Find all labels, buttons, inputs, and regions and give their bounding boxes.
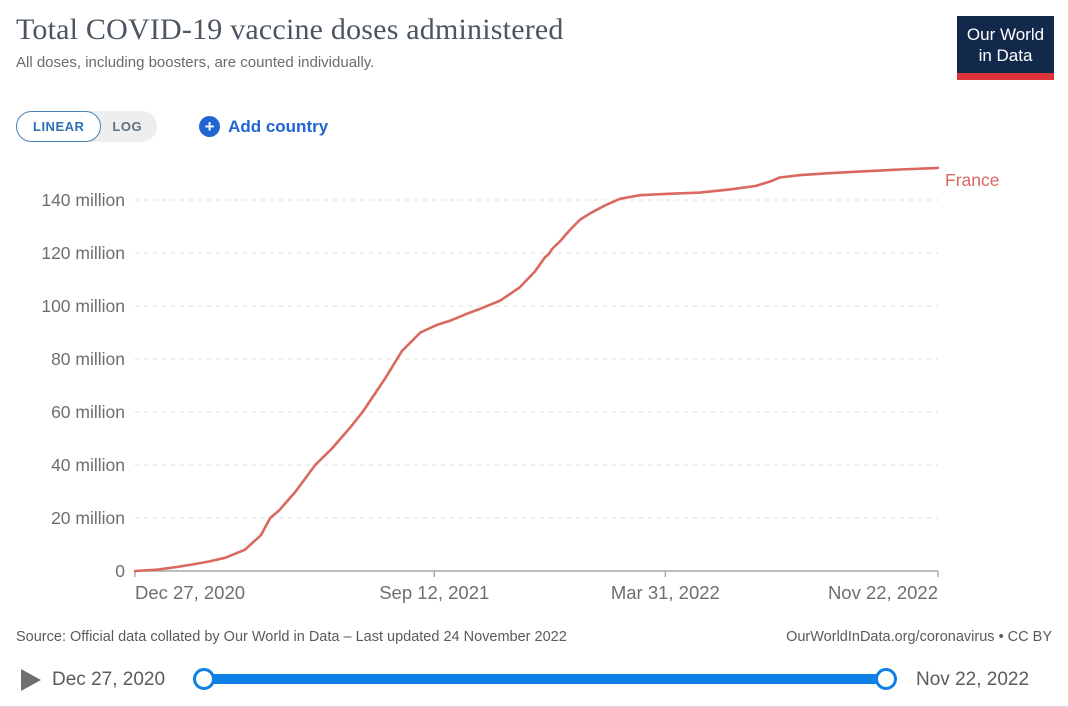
chart-subtitle: All doses, including boosters, are count… bbox=[16, 54, 375, 71]
timeline-end-date: Nov 22, 2022 bbox=[916, 669, 1030, 690]
page-title: Total COVID-19 vaccine doses administere… bbox=[16, 13, 564, 46]
series-end-label: France bbox=[945, 170, 999, 190]
timeline-start-handle[interactable] bbox=[193, 668, 215, 690]
y-axis-tick-label: 0 bbox=[115, 561, 125, 581]
line-series bbox=[133, 166, 940, 573]
timeline-end-handle[interactable] bbox=[875, 668, 897, 690]
play-icon bbox=[21, 669, 41, 691]
x-axis-tick-label: Mar 31, 2022 bbox=[611, 582, 720, 603]
add-country-label: Add country bbox=[228, 116, 329, 136]
chart-footer: Source: Official data collated by Our Wo… bbox=[16, 629, 1052, 645]
log-scale-button[interactable]: LOG bbox=[101, 111, 157, 142]
chart-controls: LINEAR LOG + Add country bbox=[16, 111, 334, 142]
timeline-slider-track[interactable] bbox=[204, 674, 886, 684]
add-country-button[interactable]: + Add country bbox=[193, 115, 334, 138]
y-axis-tick-label: 100 million bbox=[41, 296, 125, 316]
timeline-control: Dec 27, 2020 Nov 22, 2022 bbox=[0, 662, 1068, 702]
y-axis-tick-label: 80 million bbox=[51, 349, 125, 369]
chart-titles: Total COVID-19 vaccine doses administere… bbox=[16, 12, 916, 71]
y-axis-tick-label: 120 million bbox=[41, 243, 125, 263]
x-axis-tick-label: Nov 22, 2022 bbox=[828, 582, 938, 603]
y-axis-tick-label: 140 million bbox=[41, 190, 125, 210]
line-chart-canvas[interactable]: 0 20 million 40 million 60 million 80 millio… bbox=[0, 160, 1068, 622]
owid-logo-line1: Our World bbox=[966, 25, 1045, 44]
scale-toggle: LINEAR LOG bbox=[16, 111, 158, 142]
y-axis-tick-label: 20 million bbox=[51, 508, 125, 528]
x-axis-tick-label: Sep 12, 2021 bbox=[379, 582, 489, 603]
plus-circle-icon: + bbox=[199, 116, 221, 137]
linear-scale-button[interactable]: LINEAR bbox=[16, 111, 102, 142]
source-text: Source: Official data collated by Our Wo… bbox=[16, 629, 567, 645]
timeline-start-date: Dec 27, 2020 bbox=[52, 669, 166, 690]
y-axis-tick-label: 60 million bbox=[51, 402, 125, 422]
owid-logo[interactable]: Our World in Data bbox=[957, 16, 1054, 80]
owid-logo-line2: in Data bbox=[978, 46, 1033, 66]
play-button[interactable] bbox=[18, 668, 42, 692]
line-chart: 0 20 million 40 million 60 million 80 millio… bbox=[0, 160, 1068, 627]
y-axis-tick-label: 40 million bbox=[51, 455, 125, 475]
x-axis-tick-label: Dec 27, 2020 bbox=[135, 582, 245, 603]
license-link[interactable]: OurWorldInData.org/coronavirus • CC BY bbox=[786, 629, 1052, 645]
